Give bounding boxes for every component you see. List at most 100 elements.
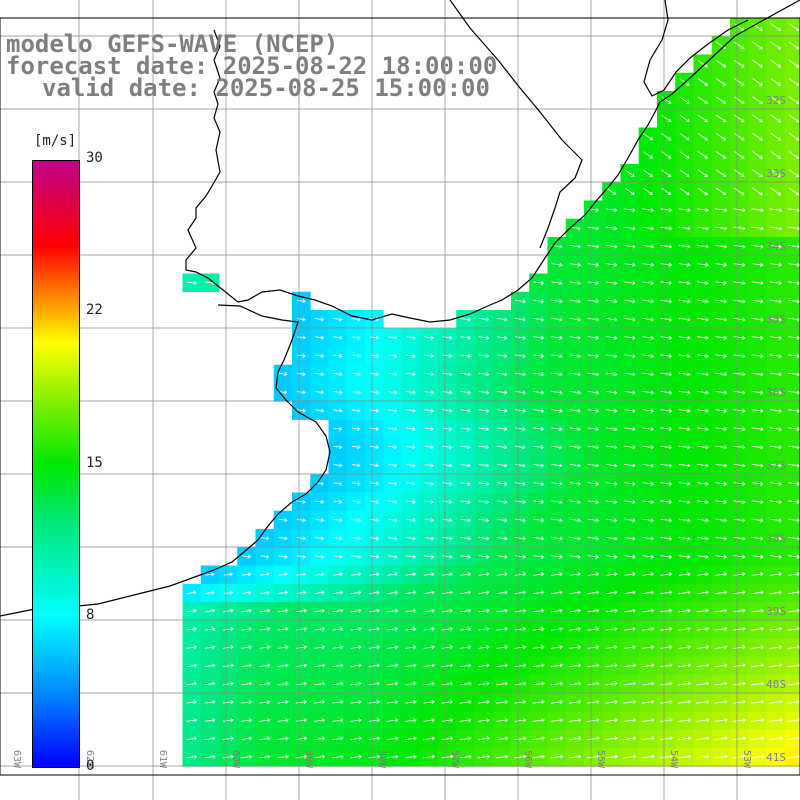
wind-arrow xyxy=(514,626,527,631)
wind-arrow xyxy=(533,554,545,559)
wind-arrow xyxy=(496,390,508,395)
wind-arrow xyxy=(769,354,782,359)
wind-arrow xyxy=(259,608,271,613)
wind-arrow xyxy=(387,572,398,577)
wind-arrow xyxy=(478,536,490,541)
wind-arrow xyxy=(459,626,472,631)
wind-arrow xyxy=(387,590,399,595)
wind-arrow xyxy=(660,408,673,413)
wind-arrow xyxy=(660,645,673,650)
wind-arrow xyxy=(751,390,764,395)
wind-arrow xyxy=(514,572,527,577)
wind-arrow xyxy=(405,645,417,650)
wind-arrow xyxy=(223,572,234,577)
wind-arrow xyxy=(605,554,618,559)
wind-arrow xyxy=(405,736,417,741)
wind-arrow xyxy=(369,481,380,486)
wind-arrow xyxy=(495,754,509,759)
wind-arrow xyxy=(769,699,783,704)
wind-arrow xyxy=(660,226,673,231)
wind-arrow xyxy=(788,59,800,68)
wind-arrow xyxy=(732,718,747,723)
wind-arrow xyxy=(496,445,508,450)
wind-arrow xyxy=(514,590,527,595)
wind-arrow xyxy=(405,554,417,559)
wind-arrow xyxy=(714,645,728,650)
longitude-label: 61W xyxy=(157,750,168,769)
wind-arrow xyxy=(441,718,454,723)
wind-arrow xyxy=(587,354,600,359)
wind-arrow xyxy=(533,500,545,505)
wind-arrow xyxy=(605,335,618,340)
wind-arrow xyxy=(204,663,216,668)
wind-arrow xyxy=(752,132,763,141)
wind-arrow xyxy=(696,317,709,322)
wind-arrow xyxy=(241,626,253,631)
wind-arrow xyxy=(387,390,398,395)
wind-arrow xyxy=(696,754,710,759)
wind-arrow xyxy=(642,518,655,523)
wind-arrow xyxy=(478,554,490,559)
wind-arrow xyxy=(660,481,673,486)
wind-arrow xyxy=(241,718,253,723)
wind-arrow xyxy=(423,590,435,595)
wind-arrow xyxy=(406,426,416,431)
wind-arrow xyxy=(752,114,763,123)
wind-arrow xyxy=(387,536,398,541)
wind-arrow xyxy=(734,169,745,177)
wind-arrow xyxy=(386,736,399,741)
wind-arrow xyxy=(241,645,253,650)
wind-arrow xyxy=(313,718,326,723)
wind-arrow xyxy=(369,536,380,541)
wind-arrow xyxy=(697,114,708,123)
wind-arrow xyxy=(659,736,674,741)
wind-arrow xyxy=(605,445,618,450)
wind-arrow xyxy=(769,572,783,577)
wind-arrow xyxy=(496,408,508,413)
wind-arrow xyxy=(496,353,508,359)
wind-arrow xyxy=(387,645,399,650)
wind-arrow xyxy=(533,390,545,395)
wind-arrow xyxy=(787,754,800,759)
wind-arrow xyxy=(769,518,783,523)
wind-arrow xyxy=(295,681,308,686)
wind-arrow xyxy=(769,445,783,450)
wind-arrow xyxy=(332,572,343,577)
wind-arrow xyxy=(661,114,672,122)
wind-cell xyxy=(784,127,800,147)
wind-arrow xyxy=(642,608,655,613)
wind-arrow xyxy=(460,427,471,431)
wind-arrow xyxy=(551,317,563,322)
wind-cell xyxy=(784,182,800,201)
wind-arrow xyxy=(551,335,563,340)
wind-arrow xyxy=(514,536,527,541)
wind-arrow xyxy=(514,518,527,523)
wind-arrow xyxy=(405,663,417,668)
wind-arrow xyxy=(551,372,563,377)
wind-arrow xyxy=(715,132,727,141)
wind-arrow xyxy=(223,590,234,595)
wind-arrow xyxy=(204,681,216,686)
wind-arrow xyxy=(442,354,453,358)
valid-date: valid date: 2025-08-25 15:00:00 xyxy=(42,74,490,102)
wind-arrow xyxy=(551,281,563,286)
wind-arrow xyxy=(387,608,399,613)
wind-arrow xyxy=(696,299,709,304)
wind-arrow xyxy=(751,372,764,377)
wind-arrow xyxy=(369,590,380,595)
wind-arrow xyxy=(732,699,747,704)
wind-arrow xyxy=(788,114,800,123)
wind-arrow xyxy=(478,390,490,395)
wind-arrow xyxy=(769,645,783,650)
wind-arrow xyxy=(242,572,252,577)
wind-arrow xyxy=(696,626,710,631)
wind-arrow xyxy=(314,699,326,704)
wind-arrow xyxy=(788,151,800,159)
colorbar xyxy=(32,160,80,768)
wind-arrow xyxy=(551,536,563,541)
wind-arrow xyxy=(332,626,344,631)
wind-arrow xyxy=(295,645,308,650)
latitude-label: 39S xyxy=(766,605,786,618)
wind-arrow xyxy=(424,500,435,504)
wind-arrow xyxy=(387,626,399,631)
